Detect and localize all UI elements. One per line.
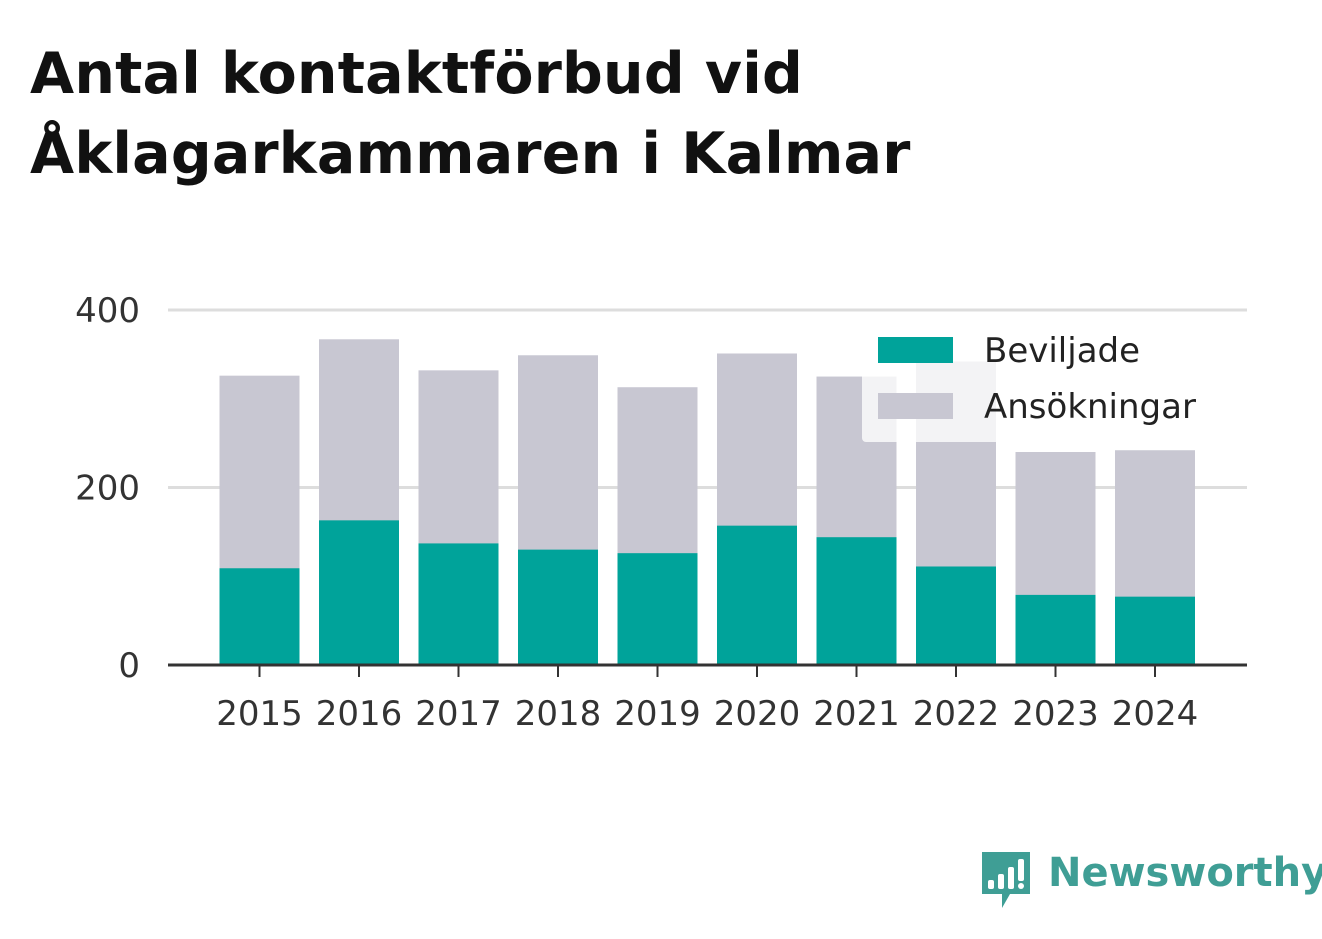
chart-title-line-2: Åklagarkammaren i Kalmar bbox=[30, 121, 911, 187]
x-tick-label: 2016 bbox=[316, 694, 403, 734]
legend-box bbox=[862, 328, 1245, 442]
bar-beviljade bbox=[1115, 596, 1195, 665]
legend: Beviljade Ansökningar bbox=[862, 328, 1245, 442]
newsworthy-logo-icon bbox=[982, 852, 1030, 908]
x-tick-label: 2018 bbox=[515, 694, 602, 734]
x-tick-label: 2021 bbox=[813, 694, 900, 734]
legend-label: Beviljade bbox=[984, 331, 1140, 371]
y-tick-label: 200 bbox=[75, 469, 140, 509]
x-tick-label: 2022 bbox=[913, 694, 1000, 734]
x-axis: 2015 2016 2017 2018 2019 2020 2021 2022 2023 2024 bbox=[168, 663, 1247, 734]
bar-beviljade bbox=[219, 568, 300, 665]
bar-beviljade bbox=[319, 520, 399, 665]
legend-swatch bbox=[878, 393, 953, 419]
x-tick-label: 2020 bbox=[714, 694, 801, 734]
bar-beviljade bbox=[617, 553, 698, 665]
bars bbox=[219, 339, 1195, 665]
bar-beviljade bbox=[1015, 594, 1096, 665]
y-axis-ticks: 0 200 400 bbox=[75, 291, 140, 686]
legend-label: Ansökningar bbox=[984, 387, 1196, 427]
x-tick-label: 2019 bbox=[614, 694, 701, 734]
bar-chart: 0 200 400 2015 2016 2017 2018 2019 2020 2021 2022… bbox=[75, 291, 1247, 734]
x-tick-label: 2023 bbox=[1012, 694, 1099, 734]
x-tick-label: 2024 bbox=[1112, 694, 1199, 734]
brand-name: Newsworthy bbox=[1048, 850, 1322, 896]
y-tick-label: 0 bbox=[118, 646, 140, 686]
bar-beviljade bbox=[518, 549, 598, 665]
chart-title: Antal kontaktförbud vid Åklagarkammaren … bbox=[30, 34, 1230, 194]
chart-title-line-1: Antal kontaktförbud vid bbox=[30, 41, 803, 107]
bar-beviljade bbox=[816, 537, 897, 665]
legend-swatch bbox=[878, 337, 953, 363]
y-tick-label: 400 bbox=[75, 291, 140, 331]
x-tick-label: 2017 bbox=[415, 694, 502, 734]
bar-beviljade bbox=[916, 566, 996, 665]
bar-beviljade bbox=[717, 525, 797, 665]
x-tick-label: 2015 bbox=[216, 694, 303, 734]
bar-beviljade bbox=[418, 543, 499, 665]
